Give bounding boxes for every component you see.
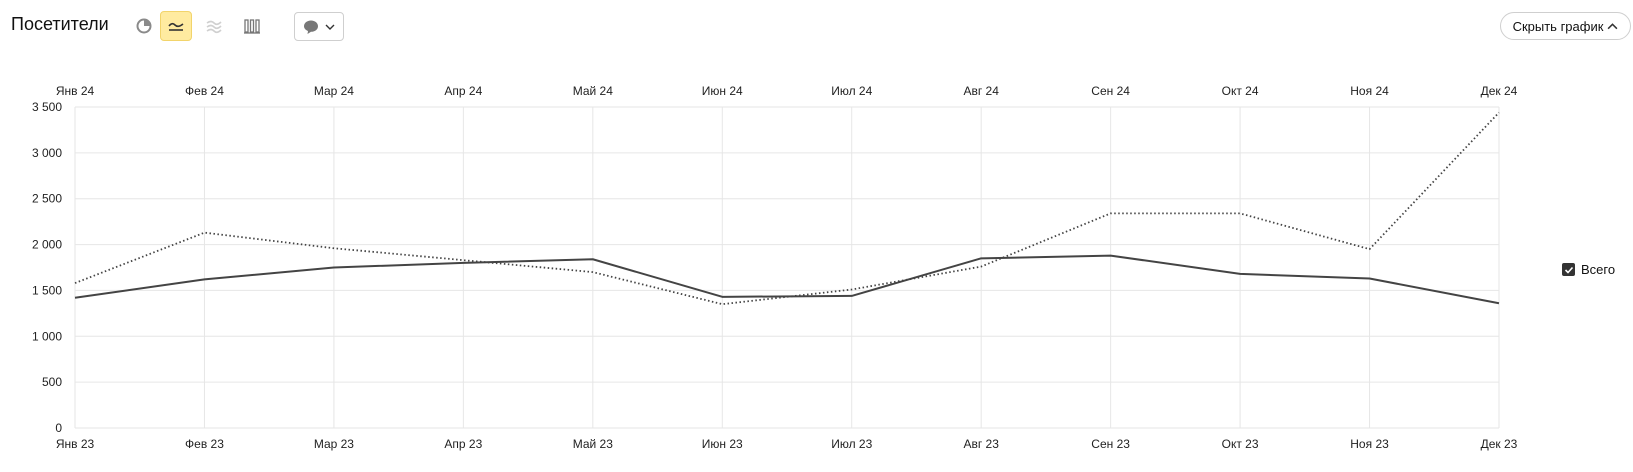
legend-label: Всего: [1581, 262, 1616, 277]
comment-icon: [304, 20, 318, 34]
x-top-tick-label: Ноя 24: [1350, 84, 1389, 98]
chart-grid: [74, 106, 1500, 429]
comments-dropdown[interactable]: [294, 12, 344, 41]
y-tick-label: 0: [55, 421, 62, 435]
page-title: Посетители: [11, 14, 109, 34]
x-top-tick-label: Июн 24: [702, 84, 743, 98]
x-top-tick-label: Авг 24: [963, 84, 999, 98]
y-tick-label: 1 000: [32, 329, 62, 343]
y-tick-label: 3 500: [32, 100, 62, 114]
area-chart-button[interactable]: [198, 11, 230, 41]
line-chart-icon: [168, 22, 184, 31]
x-top-tick-label: Сен 24: [1091, 84, 1130, 98]
legend-checkbox[interactable]: [1562, 263, 1575, 276]
x-top-tick-label: Дек 24: [1481, 84, 1518, 98]
bar-chart-icon: [244, 19, 260, 34]
x-top-tick-label: Июл 24: [831, 84, 872, 98]
x-bottom-tick-label: Авг 23: [963, 437, 999, 451]
x-axis-top-labels: Янв 24 Фев 24 Мар 24 Апр 24 Май 24 Июн 24 Июл …: [56, 84, 1518, 98]
x-axis-bottom-labels: Янв 23 Фев 23 Мар 23 Апр 23 Май 23 Июн 23 Июл …: [56, 437, 1518, 451]
bar-chart-button[interactable]: [236, 11, 268, 41]
y-tick-label: 2 500: [32, 192, 62, 206]
x-bottom-tick-label: Сен 23: [1091, 437, 1130, 451]
series-line-2023: [74, 254, 1500, 305]
chevron-down-icon: [325, 24, 335, 30]
pie-chart-button[interactable]: [128, 11, 160, 41]
x-bottom-tick-label: Янв 23: [56, 437, 95, 451]
x-bottom-tick-label: Окт 23: [1222, 437, 1259, 451]
pie-chart-icon: [136, 18, 152, 34]
x-bottom-tick-label: Фев 23: [185, 437, 224, 451]
x-top-tick-label: Окт 24: [1222, 84, 1259, 98]
x-top-tick-label: Фев 24: [185, 84, 224, 98]
y-tick-label: 3 000: [32, 146, 62, 160]
series-lines: [74, 111, 1500, 306]
x-bottom-tick-label: Июл 23: [831, 437, 872, 451]
x-bottom-tick-label: Июн 23: [702, 437, 743, 451]
y-tick-label: 500: [42, 375, 62, 389]
x-bottom-tick-label: Дек 23: [1481, 437, 1518, 451]
chevron-up-icon: [1607, 22, 1618, 29]
hide-chart-label: Скрыть график: [1512, 18, 1604, 34]
y-tick-label: 2 000: [32, 238, 62, 252]
x-top-tick-label: Янв 24: [56, 84, 95, 98]
area-chart-icon: [206, 20, 222, 34]
x-top-tick-label: Апр 24: [444, 84, 482, 98]
checkmark-icon: [1564, 266, 1573, 274]
y-axis-labels: 0 500 1 000 1 500 2 000 2 500 3 000 3 500: [32, 100, 62, 435]
x-bottom-tick-label: Май 23: [573, 437, 614, 451]
x-bottom-tick-label: Апр 23: [444, 437, 482, 451]
y-tick-label: 1 500: [32, 283, 62, 297]
x-top-tick-label: Мар 24: [314, 84, 354, 98]
x-bottom-tick-label: Мар 23: [314, 437, 354, 451]
x-bottom-tick-label: Ноя 23: [1350, 437, 1389, 451]
series-line-2024: [74, 111, 1500, 306]
x-top-tick-label: Май 24: [573, 84, 614, 98]
legend[interactable]: Всего: [1562, 262, 1615, 277]
hide-chart-button[interactable]: Скрыть график: [1500, 12, 1631, 40]
line-chart-button[interactable]: [160, 11, 192, 41]
